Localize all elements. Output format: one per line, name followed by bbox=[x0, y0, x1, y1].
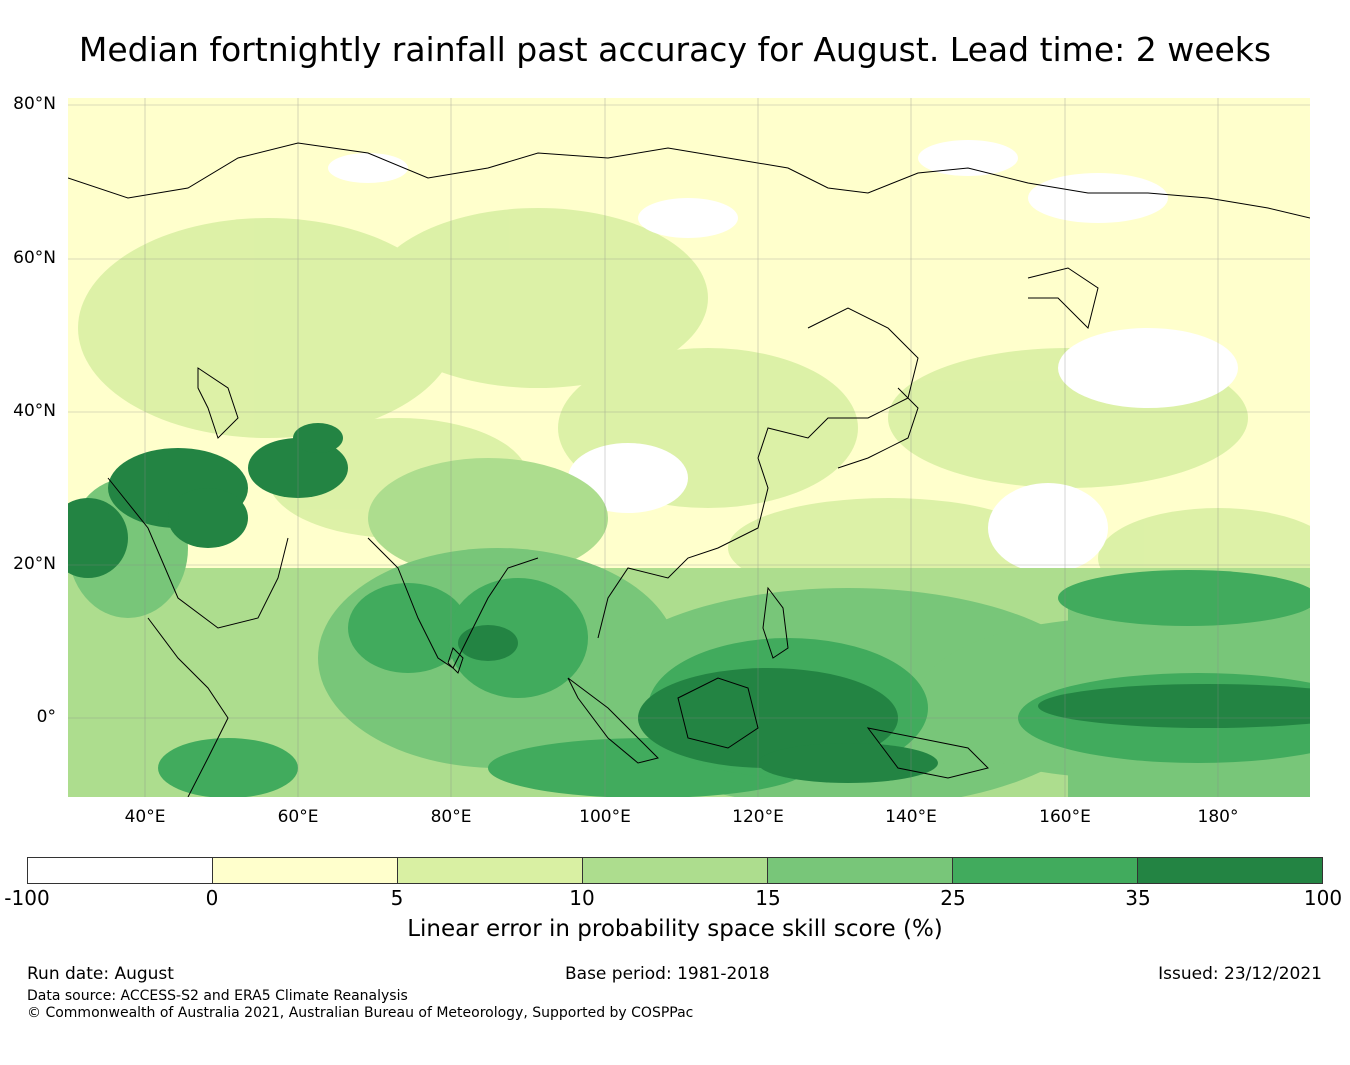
east-asia-coast bbox=[597, 307, 919, 639]
chart-title: Median fortnightly rainfall past accurac… bbox=[78, 30, 1272, 69]
colorbar-segment bbox=[213, 858, 398, 883]
colorbar-tick: 10 bbox=[569, 886, 595, 910]
new-guinea-coast bbox=[866, 727, 989, 779]
colorbar-segment bbox=[768, 858, 953, 883]
gridlines bbox=[68, 98, 1310, 797]
colorbar bbox=[27, 857, 1323, 884]
colorbar-tick: 0 bbox=[205, 886, 219, 910]
kamchatka-coast bbox=[1027, 267, 1099, 329]
lat-tick-label: 60°N bbox=[13, 248, 56, 268]
colorbar-tick: 5 bbox=[390, 886, 404, 910]
lon-tick-label: 120°E bbox=[732, 807, 784, 827]
colorbar-tick: 25 bbox=[940, 886, 966, 910]
philippines-coast bbox=[762, 586, 789, 659]
lon-tick-label: 140°E bbox=[885, 807, 937, 827]
lon-tick-label: 180° bbox=[1197, 807, 1239, 827]
lon-tick-label: 60°E bbox=[277, 807, 319, 827]
japan-coast bbox=[837, 387, 919, 469]
borneo-coast bbox=[677, 677, 759, 749]
lat-tick-label: 0° bbox=[36, 707, 56, 727]
coastlines bbox=[68, 142, 1310, 797]
colorbar-segment bbox=[583, 858, 768, 883]
lon-tick-label: 80°E bbox=[430, 807, 472, 827]
colorbar-tick: 100 bbox=[1303, 886, 1343, 910]
colorbar-segment bbox=[953, 858, 1138, 883]
arabia-coast bbox=[107, 477, 289, 629]
sri-lanka-coast bbox=[447, 647, 464, 674]
caspian-sea bbox=[197, 367, 239, 439]
colorbar-tick: -100 bbox=[4, 886, 50, 910]
data-source: Data source: ACCESS-S2 and ERA5 Climate … bbox=[27, 988, 408, 1004]
lon-tick-label: 160°E bbox=[1039, 807, 1091, 827]
lon-tick-label: 100°E bbox=[579, 807, 631, 827]
copyright: © Commonwealth of Australia 2021, Austra… bbox=[27, 1005, 694, 1021]
map-panel bbox=[68, 98, 1310, 797]
colorbar-segment bbox=[1138, 858, 1322, 883]
lat-tick-label: 40°N bbox=[13, 401, 56, 421]
colorbar-segment bbox=[28, 858, 213, 883]
colorbar-label: Linear error in probability space skill … bbox=[407, 916, 943, 942]
run-date: Run date: August bbox=[27, 964, 174, 984]
africa-coast bbox=[147, 617, 229, 797]
skill-map bbox=[68, 98, 1310, 797]
base-period: Base period: 1981-2018 bbox=[565, 964, 770, 984]
colorbar-tick: 15 bbox=[755, 886, 781, 910]
colorbar-segment bbox=[398, 858, 583, 883]
negative-skill-regions bbox=[208, 140, 1238, 668]
issued-date: Issued: 23/12/2021 bbox=[1158, 964, 1322, 984]
sumatra-coast bbox=[567, 677, 659, 764]
lat-tick-label: 20°N bbox=[13, 554, 56, 574]
colorbar-tick: 35 bbox=[1125, 886, 1151, 910]
lat-tick-label: 80°N bbox=[13, 94, 56, 114]
lon-tick-label: 40°E bbox=[124, 807, 166, 827]
arctic-coast bbox=[68, 142, 1310, 219]
